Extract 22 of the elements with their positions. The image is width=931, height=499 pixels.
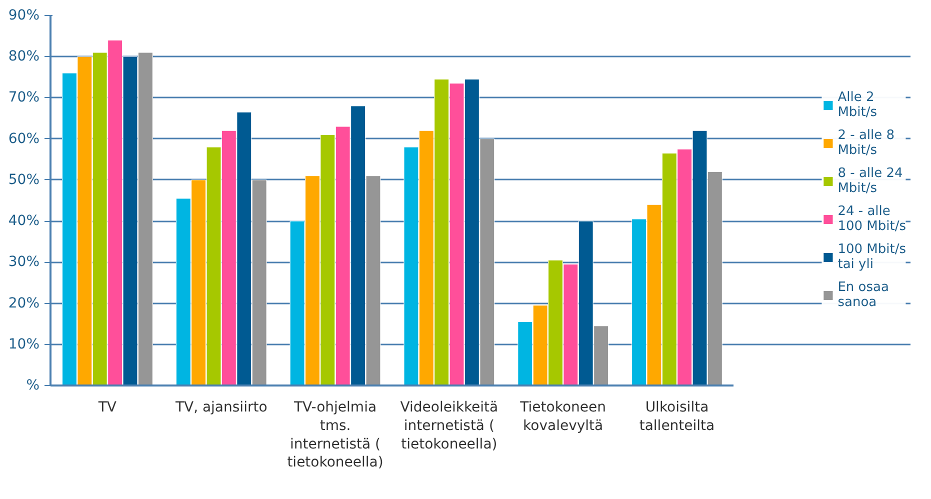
- legend-label: Alle 2 Mbit/s: [838, 89, 878, 122]
- legend-label: 100 Mbit/s tai yli: [838, 241, 906, 274]
- x-tick-label: TV-ohjelmia tms. internetistä (tietokoneella): [287, 400, 384, 471]
- y-tick-label: 50%: [8, 172, 40, 188]
- legend-label: 24 - alle 100 Mbit/s: [838, 203, 906, 236]
- y-tick-label: %: [26, 378, 40, 394]
- legend-label: 2 - alle 8 Mbit/s: [838, 127, 895, 160]
- y-tick-label: 80%: [8, 48, 40, 65]
- legend-label: 8 - alle 24 Mbit/s: [838, 165, 903, 198]
- y-tick-label: 90%: [8, 8, 40, 24]
- y-tick-label: 20%: [8, 295, 40, 312]
- legend-label: En osaa sanoa: [838, 279, 889, 312]
- x-tick-label: TV, ajansiirto: [174, 400, 268, 416]
- y-tick-label: 10%: [8, 336, 40, 352]
- y-tick-label: 40%: [8, 213, 40, 230]
- y-tick-label: 30%: [8, 254, 40, 270]
- x-tick-label: Tietokoneen kovalevyltä: [519, 400, 606, 434]
- x-tick-label: Videoleikkeitä internetistä (tietokoneella): [400, 400, 498, 452]
- y-tick-label: 60%: [8, 130, 40, 147]
- x-tick-label: TV: [97, 400, 117, 416]
- x-tick-label: Ulkoisilta tallenteilta: [639, 400, 715, 434]
- y-tick-label: 70%: [8, 90, 40, 106]
